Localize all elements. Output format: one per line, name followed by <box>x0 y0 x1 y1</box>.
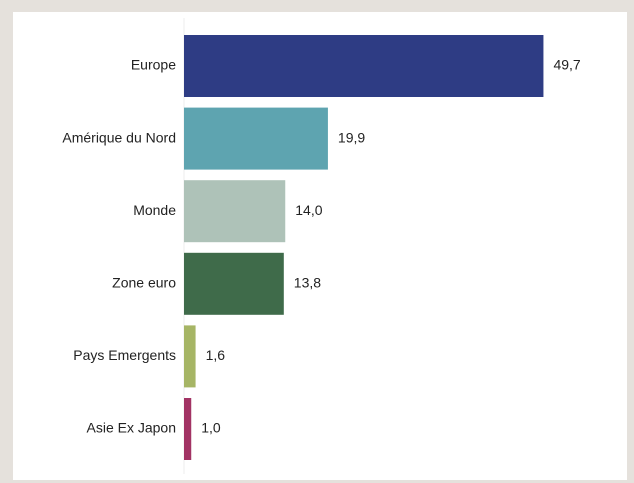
bar-1 <box>184 107 328 170</box>
category-label-4: Pays Emergents <box>73 347 176 363</box>
bar-0 <box>184 35 544 97</box>
bar-2 <box>184 180 286 243</box>
category-label-0: Europe <box>131 57 176 73</box>
value-label-3: 13,8 <box>294 275 321 291</box>
bar-5 <box>184 398 192 460</box>
category-labels: Europe Amérique du Nord Monde Zone euro Pays… <box>62 57 176 436</box>
value-labels: 49,7 19,9 14,0 13,8 1,6 1,0 <box>201 57 581 436</box>
value-label-2: 14,0 <box>295 202 322 218</box>
value-label-0: 49,7 <box>553 57 580 73</box>
bar-4 <box>184 325 196 388</box>
bar-3 <box>184 252 284 315</box>
bar-chart: Europe Amérique du Nord Monde Zone euro Pays… <box>62 18 581 474</box>
value-label-1: 19,9 <box>338 129 365 145</box>
category-label-1: Amérique du Nord <box>62 129 176 145</box>
category-label-3: Zone euro <box>112 275 176 291</box>
value-label-4: 1,6 <box>206 347 226 363</box>
value-label-5: 1,0 <box>201 420 221 436</box>
chart-card: Europe Amérique du Nord Monde Zone euro Pays… <box>13 12 627 480</box>
category-label-2: Monde <box>133 202 176 218</box>
category-label-5: Asie Ex Japon <box>87 420 177 436</box>
bars <box>184 35 544 460</box>
